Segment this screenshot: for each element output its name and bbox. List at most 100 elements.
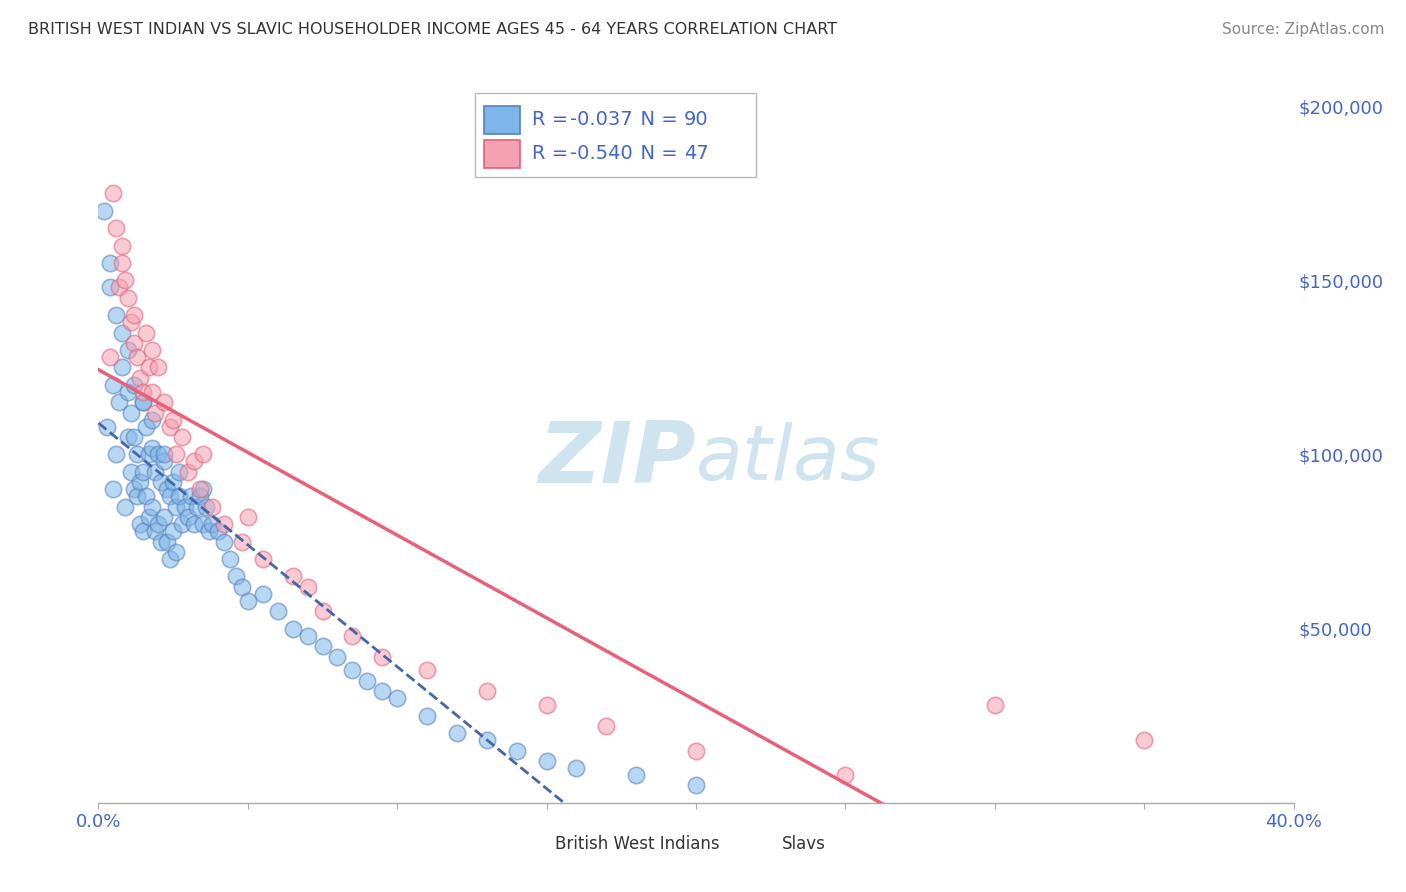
Text: Source: ZipAtlas.com: Source: ZipAtlas.com (1222, 22, 1385, 37)
Point (281, 622, 304, 636)
Point (297, 580, 319, 594)
Point (1133, 733, 1156, 747)
Point (252, 587, 274, 601)
Point (626, 768, 648, 782)
Point (167, 489, 190, 503)
Point (148, 517, 170, 532)
Point (267, 604, 290, 618)
Point (132, 524, 155, 538)
Point (371, 649, 394, 664)
Point (124, 430, 146, 444)
Point (984, 698, 1007, 713)
Text: 90: 90 (685, 110, 709, 129)
Point (153, 510, 176, 524)
Point (281, 569, 304, 583)
Point (120, 406, 142, 420)
Point (236, 510, 259, 524)
Point (172, 430, 194, 444)
Point (132, 384, 155, 399)
Point (129, 517, 152, 532)
Point (685, 778, 707, 792)
Point (127, 350, 149, 364)
Point (834, 768, 856, 782)
Text: BRITISH WEST INDIAN VS SLAVIC HOUSEHOLDER INCOME AGES 45 - 64 YEARS CORRELATION : BRITISH WEST INDIAN VS SLAVIC HOUSEHOLDE… (28, 22, 837, 37)
Point (135, 419, 157, 434)
Point (138, 510, 160, 524)
Point (132, 395, 155, 409)
Point (475, 733, 498, 747)
Point (177, 510, 200, 524)
Text: Slavs: Slavs (782, 836, 825, 854)
Point (114, 500, 136, 514)
Bar (485, 140, 520, 168)
Point (143, 406, 166, 420)
Point (188, 483, 211, 497)
Point (127, 448, 149, 462)
Point (124, 336, 146, 351)
Point (156, 534, 179, 549)
Point (127, 489, 149, 503)
Point (252, 552, 274, 566)
Point (159, 489, 181, 503)
Point (326, 649, 349, 664)
Point (103, 186, 125, 201)
Point (297, 629, 319, 643)
Text: atlas: atlas (696, 422, 880, 496)
Point (595, 719, 617, 733)
Point (135, 489, 157, 503)
Text: ZIP: ZIP (538, 417, 696, 500)
Text: British West Indians: British West Indians (555, 836, 720, 854)
Point (212, 534, 235, 549)
Point (162, 412, 184, 426)
Point (536, 698, 558, 713)
Point (416, 708, 439, 723)
Point (446, 726, 468, 740)
Point (153, 454, 176, 468)
Point (111, 256, 134, 270)
Text: -0.540: -0.540 (571, 144, 633, 162)
Point (311, 604, 333, 618)
Point (191, 517, 214, 532)
Point (236, 594, 259, 608)
Point (506, 743, 529, 757)
Point (183, 517, 205, 532)
Point (111, 238, 134, 252)
Point (148, 448, 170, 462)
Point (342, 629, 364, 643)
Point (150, 534, 173, 549)
Point (111, 360, 134, 375)
Point (183, 454, 205, 468)
Point (180, 489, 202, 503)
Point (103, 483, 125, 497)
Text: N =: N = (628, 144, 683, 162)
Point (98, 256, 122, 270)
FancyBboxPatch shape (475, 94, 756, 178)
Point (225, 569, 247, 583)
Point (416, 664, 439, 678)
Point (141, 500, 163, 514)
Point (191, 448, 214, 462)
Point (132, 395, 155, 409)
Point (177, 465, 200, 479)
Point (165, 448, 187, 462)
Point (93, 203, 115, 218)
Point (201, 517, 224, 532)
Point (129, 475, 152, 490)
Point (195, 500, 218, 514)
Point (105, 308, 128, 322)
Point (108, 395, 131, 409)
Point (141, 343, 163, 357)
Point (98, 280, 122, 294)
Text: 47: 47 (685, 144, 709, 162)
Point (685, 743, 707, 757)
Point (565, 761, 588, 775)
Text: R =: R = (533, 110, 575, 129)
Point (342, 664, 364, 678)
Point (120, 315, 142, 329)
Point (103, 377, 125, 392)
Point (117, 343, 139, 357)
Point (117, 430, 139, 444)
Point (141, 441, 163, 455)
Point (172, 517, 194, 532)
Point (132, 465, 155, 479)
